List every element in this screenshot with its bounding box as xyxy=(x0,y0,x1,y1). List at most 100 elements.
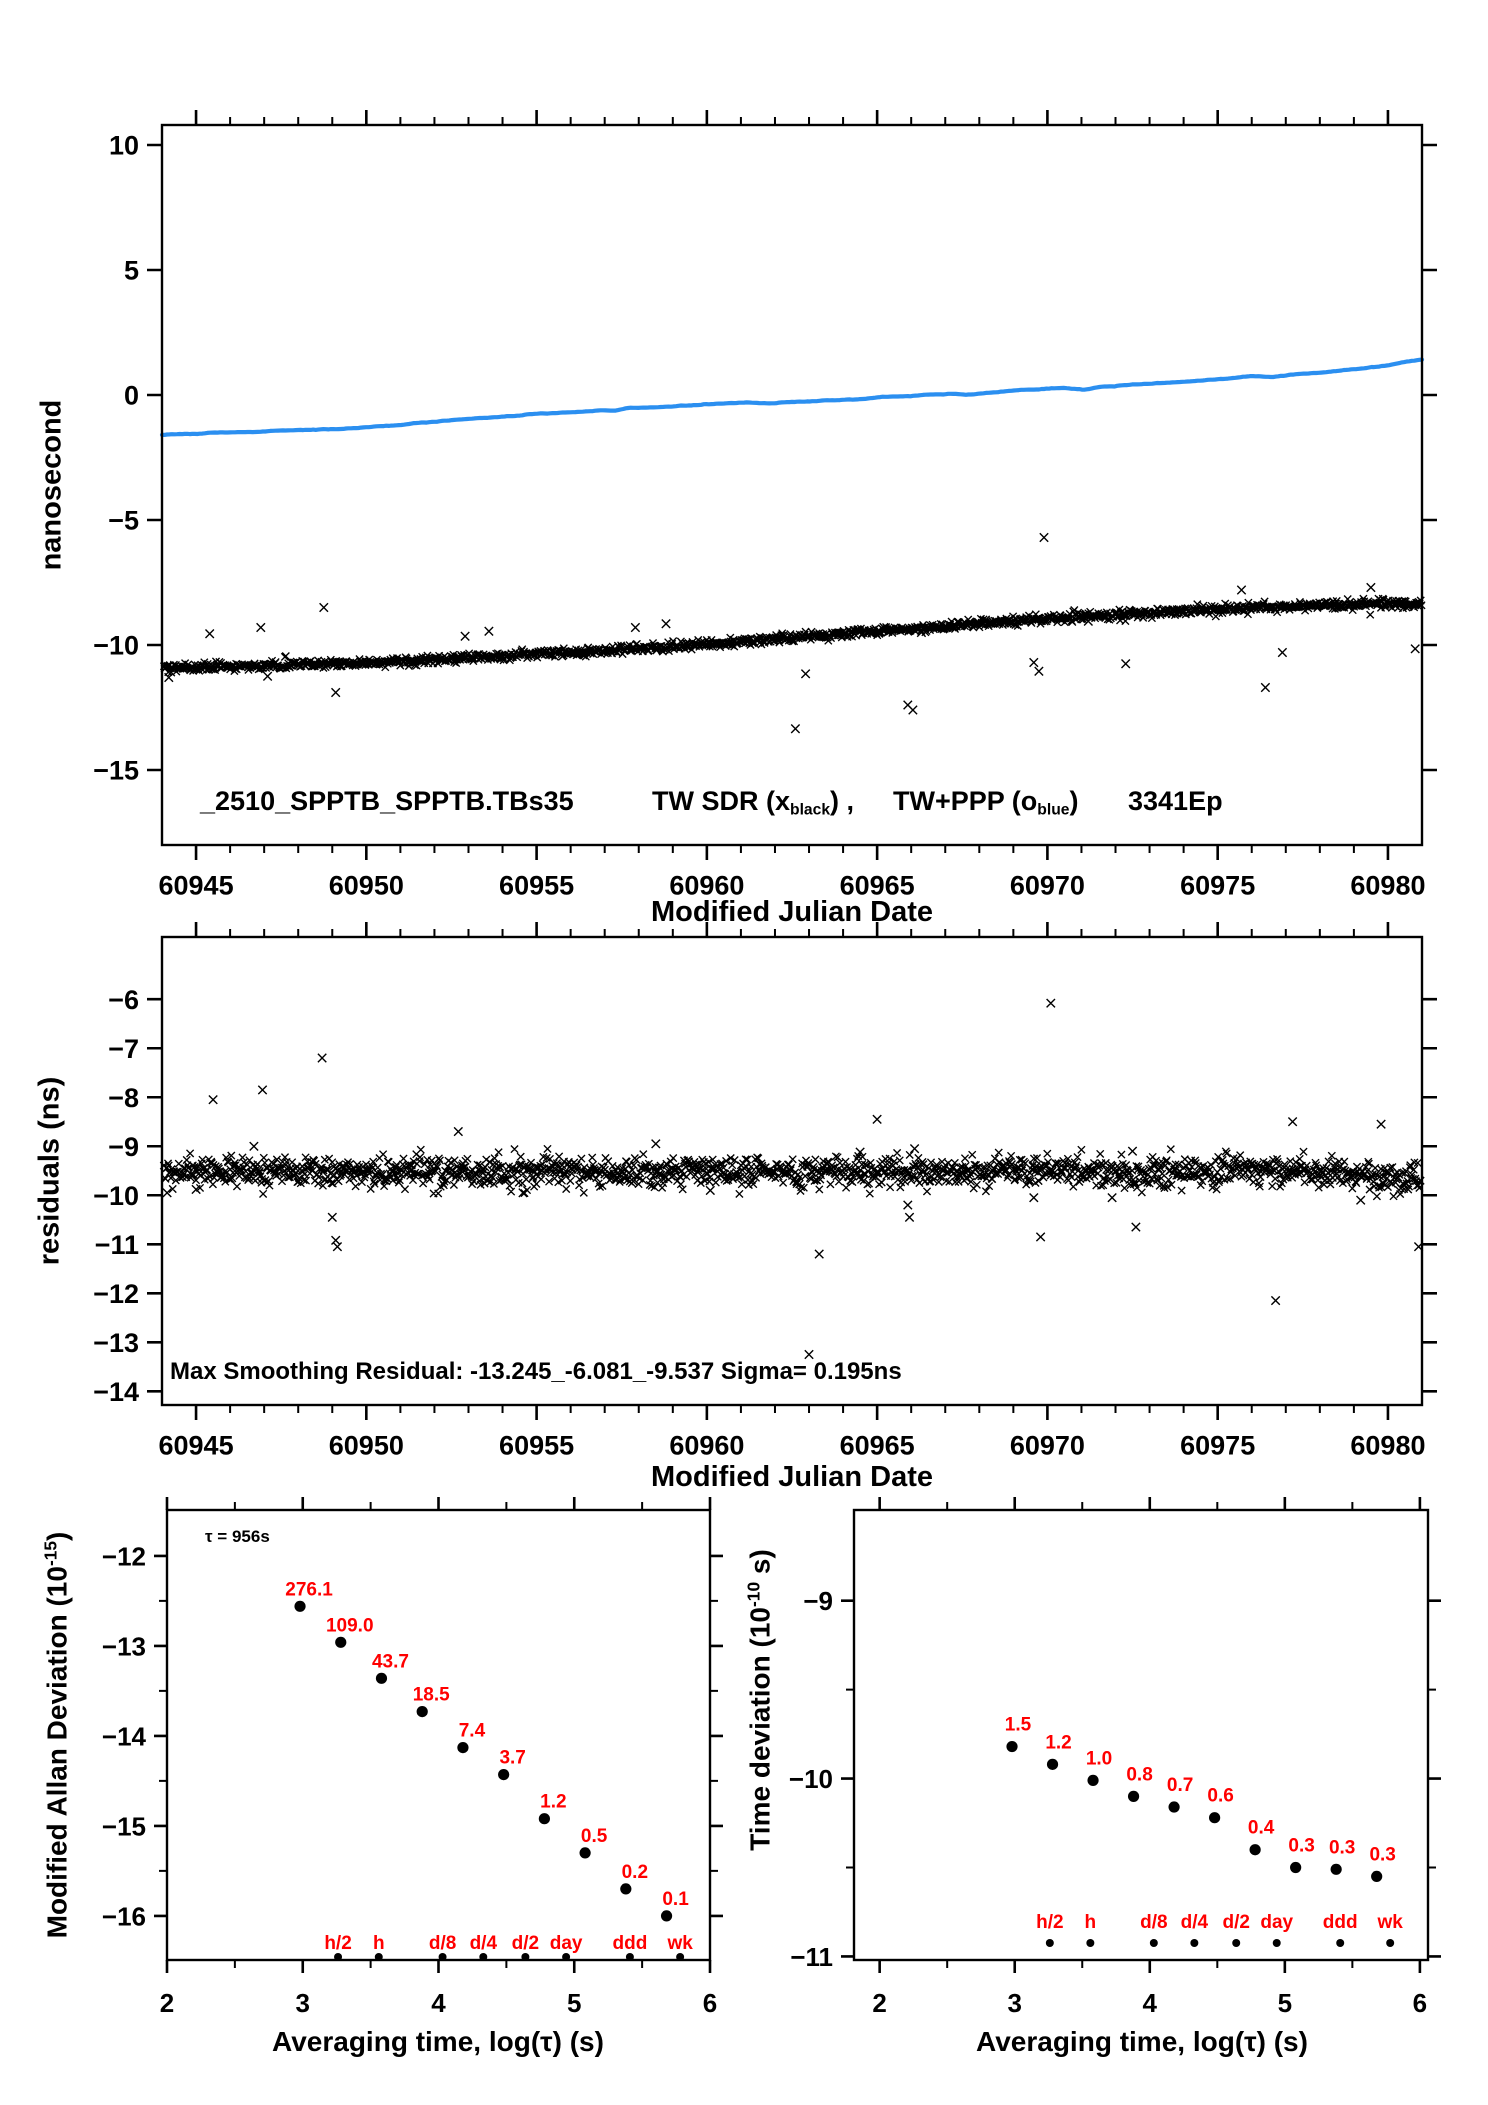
mdev-yaxis-title: Modified Allan Deviation (10-15) xyxy=(40,1531,73,1939)
data-point xyxy=(498,1769,510,1781)
y-tick-label: −10 xyxy=(93,1181,139,1211)
y-tick-label: −9 xyxy=(108,1132,139,1162)
x-tick-label: 60980 xyxy=(1350,870,1425,900)
y-tick-label: −12 xyxy=(93,1279,139,1309)
ref-interval-mark xyxy=(1045,1939,1054,1947)
ref-interval-mark xyxy=(1149,1939,1158,1947)
tdev-yaxis-title: Time deviation (10-10 s) xyxy=(743,1549,776,1851)
x-tick-label: 60955 xyxy=(499,870,574,900)
ref-interval-mark xyxy=(1086,1939,1095,1947)
legend-file-label: _2510_SPPTB_SPPTB.TBs35 xyxy=(200,786,574,816)
point-value-label: 0.3 xyxy=(1369,1844,1395,1865)
ref-interval-mark xyxy=(1386,1939,1395,1947)
data-point xyxy=(1006,1740,1018,1753)
ref-interval-mark xyxy=(1336,1939,1345,1947)
point-value-label: 276.1 xyxy=(285,1579,333,1600)
data-point xyxy=(1290,1861,1302,1874)
x-tick-label: 6 xyxy=(703,1988,717,2018)
x-tick-label: 5 xyxy=(1278,1988,1292,2018)
residuals-axes: 60945 60950 60955 60960 60965 60970 60975 60980… xyxy=(93,922,1437,1460)
tdev-xaxis-title: Averaging time, log(τ) (s) xyxy=(976,2026,1308,2057)
legend-series1-label: TW SDR (xblack) , xyxy=(652,786,855,819)
x-tick-label: 60970 xyxy=(1010,1430,1085,1460)
point-value-label: 0.4 xyxy=(1248,1818,1275,1839)
axis-box xyxy=(160,123,1424,847)
legend-series1-subscript: black xyxy=(790,801,831,819)
ref-interval-label: d/2 xyxy=(1222,1912,1249,1933)
y-tick-label: −12 xyxy=(102,1541,146,1571)
data-point xyxy=(1249,1844,1261,1856)
x-tick-label: 60950 xyxy=(329,1430,404,1460)
point-value-label: 0.7 xyxy=(1167,1775,1193,1796)
data-point xyxy=(579,1847,591,1859)
ref-interval-label: h/2 xyxy=(324,1933,351,1954)
ref-interval-label: wk xyxy=(666,1933,693,1954)
x-tick-label: 60945 xyxy=(159,1430,234,1460)
ref-interval-label: day xyxy=(1260,1912,1293,1933)
chart-time-transfer xyxy=(159,357,1426,734)
y-tick-label: −8 xyxy=(108,1083,139,1113)
ref-interval-label: d/4 xyxy=(470,1933,498,1954)
ref-interval-label: h xyxy=(373,1933,385,1954)
legend-series2-subscript: blue xyxy=(1037,801,1070,819)
point-value-label: 109.0 xyxy=(326,1615,374,1636)
point-value-label: 1.2 xyxy=(540,1792,566,1813)
x-tick-label: 2 xyxy=(872,1988,886,2018)
ref-interval-label: wk xyxy=(1377,1912,1404,1933)
legend-series2-label: TW+PPP (oblue) xyxy=(893,786,1079,819)
data-point xyxy=(538,1813,550,1825)
point-value-label: 7.4 xyxy=(459,1721,486,1742)
x-tick-label: 60980 xyxy=(1350,1430,1425,1460)
y-tick-label: −15 xyxy=(93,756,139,786)
y-tick-label: 0 xyxy=(124,381,139,411)
y-tick-label: −13 xyxy=(102,1631,146,1661)
data-point xyxy=(375,1672,388,1684)
tw-sdr-outlier-markers xyxy=(164,532,1420,734)
x-tick-label: 60950 xyxy=(329,870,404,900)
ref-interval-mark xyxy=(1232,1939,1241,1947)
y-tick-label: −7 xyxy=(108,1034,139,1064)
mdev-yaxis-exponent: -15 xyxy=(40,1540,61,1567)
ref-interval-mark xyxy=(1272,1939,1281,1947)
data-point xyxy=(1168,1801,1180,1813)
tw-sdr-scatter-band xyxy=(159,594,1426,677)
y-tick-label: −10 xyxy=(789,1764,833,1794)
data-point xyxy=(457,1742,469,1754)
residual-outlier-markers xyxy=(162,998,1424,1360)
y-tick-label: −16 xyxy=(102,1901,146,1931)
ref-interval-label: day xyxy=(550,1933,583,1954)
x-tick-label: 60960 xyxy=(669,870,744,900)
tdev-yaxis-exponent: -10 xyxy=(743,1581,764,1607)
point-value-label: 1.0 xyxy=(1086,1748,1112,1769)
ref-interval-label: d/2 xyxy=(512,1933,539,1954)
point-value-label: 43.7 xyxy=(372,1651,409,1672)
data-point xyxy=(1371,1870,1383,1883)
middle-xaxis-title: Modified Julian Date xyxy=(651,1461,933,1493)
x-tick-label: 60965 xyxy=(840,1430,915,1460)
x-tick-label: 60965 xyxy=(840,870,915,900)
ref-interval-label: d/8 xyxy=(429,1933,456,1954)
x-tick-label: 60960 xyxy=(669,1430,744,1460)
top-yaxis-title: nanosecond xyxy=(35,399,68,571)
x-tick-label: 6 xyxy=(1413,1988,1427,2018)
ref-interval-label: d/4 xyxy=(1181,1912,1209,1933)
point-value-label: 18.5 xyxy=(413,1685,450,1706)
ref-interval-label: ddd xyxy=(612,1933,647,1954)
x-tick-label: 3 xyxy=(1007,1988,1021,2018)
point-value-label: 0.8 xyxy=(1126,1764,1152,1785)
y-tick-label: −9 xyxy=(803,1586,833,1616)
x-tick-label: 4 xyxy=(431,1988,446,2018)
y-tick-label: −11 xyxy=(95,1230,139,1260)
residual-scatter-band xyxy=(159,1144,1425,1201)
y-tick-label: −15 xyxy=(102,1811,146,1841)
time-transfer-axes: 60945 60950 60955 60960 60965 60970 60975 60980… xyxy=(93,110,1437,900)
x-tick-label: 60945 xyxy=(159,870,234,900)
mdev-xaxis-title: Averaging time, log(τ) (s) xyxy=(272,2026,604,2057)
top-xaxis-title: Modified Julian Date xyxy=(651,896,933,928)
y-tick-label: 10 xyxy=(109,131,139,161)
data-point xyxy=(1127,1790,1140,1802)
ref-interval-label: h/2 xyxy=(1036,1912,1063,1933)
x-tick-label: 60970 xyxy=(1010,870,1085,900)
data-point xyxy=(294,1600,306,1612)
